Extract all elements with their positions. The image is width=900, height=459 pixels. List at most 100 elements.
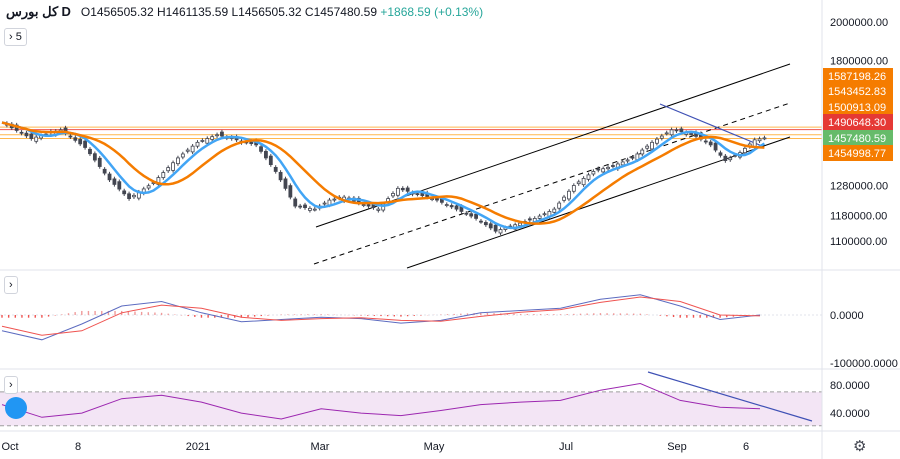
- macd-toggle-button[interactable]: ›: [4, 276, 18, 294]
- candle: [293, 198, 298, 207]
- candle: [166, 167, 171, 172]
- candle: [97, 157, 102, 167]
- candle: [24, 132, 29, 137]
- candle: [679, 128, 684, 133]
- price-tag-label: 1454998.77: [828, 148, 886, 160]
- candle: [122, 190, 127, 195]
- candle: [220, 131, 224, 137]
- candle: [200, 140, 205, 142]
- price-tag-label: 1587198.26: [828, 71, 886, 83]
- candle: [322, 202, 327, 205]
- candle: [73, 137, 78, 141]
- price-tag: [823, 99, 893, 115]
- candle: [728, 157, 733, 161]
- symbol-name[interactable]: کل بورس: [6, 4, 59, 19]
- candle: [518, 222, 522, 227]
- channel-line: [313, 102, 791, 265]
- indicators-toggle-button[interactable]: › 5: [4, 28, 27, 46]
- macd-pane: [0, 294, 822, 341]
- candle: [185, 149, 190, 152]
- candle: [581, 177, 586, 186]
- candle: [332, 198, 337, 201]
- candle: [420, 192, 425, 197]
- candle: [659, 135, 664, 139]
- time-axis-label: Oct: [1, 441, 18, 453]
- candle: [127, 193, 131, 199]
- candle: [630, 156, 635, 159]
- candle: [625, 159, 630, 162]
- signal-line: [1, 296, 761, 336]
- candle: [205, 138, 210, 144]
- time-axis-label: 8: [75, 441, 81, 453]
- rsi-toggle-button[interactable]: ›: [4, 376, 18, 394]
- candle: [190, 145, 195, 153]
- price-tag: [823, 83, 893, 99]
- low-value: L1456505.32: [231, 5, 302, 19]
- candle: [391, 193, 395, 197]
- price-tag-label: 1543452.83: [828, 86, 886, 98]
- candle: [415, 193, 420, 196]
- time-axis-label: Jul: [559, 441, 573, 453]
- candle: [454, 205, 459, 210]
- candle: [498, 229, 503, 234]
- price-tag: [823, 114, 893, 130]
- candle: [435, 198, 439, 201]
- candle: [469, 213, 474, 217]
- symbol-header: کل بورس D O1456505.32 H1461135.59 L14565…: [6, 4, 483, 20]
- macd-axis-label: 0.0000: [830, 310, 864, 322]
- candle: [298, 205, 303, 208]
- candle: [361, 204, 366, 206]
- candle: [601, 168, 606, 173]
- candle: [537, 215, 542, 219]
- candle: [542, 213, 547, 216]
- open-value: O1456505.32: [80, 5, 154, 19]
- candle: [527, 218, 532, 221]
- candle: [376, 208, 381, 211]
- candle: [107, 173, 112, 181]
- rsi-axis-label: 40.0000: [830, 408, 870, 420]
- fast-ma-line: [1, 121, 766, 230]
- candle: [366, 204, 371, 207]
- candle: [640, 149, 645, 155]
- candle: [132, 194, 136, 198]
- price-axis-tick: 2000000.00: [830, 17, 888, 29]
- candle: [762, 137, 767, 140]
- candle: [591, 171, 596, 175]
- price-tag: [823, 145, 893, 161]
- rsi-trend-line: [647, 371, 813, 422]
- candle: [488, 223, 493, 229]
- change-value: +1868.59 (+0.13%): [380, 5, 484, 19]
- close-value: C1457480.59: [304, 5, 377, 19]
- candle: [669, 129, 674, 136]
- price-tag: [823, 68, 893, 84]
- chevron-right-icon: ›: [9, 379, 13, 391]
- candle: [689, 133, 694, 135]
- channel-line: [315, 63, 791, 228]
- rsi-band: [0, 391, 822, 426]
- time-axis-label: Mar: [311, 441, 330, 453]
- candle: [743, 147, 747, 154]
- candle: [259, 146, 263, 152]
- candle: [112, 178, 117, 185]
- time-axis-label: 2021: [186, 441, 210, 453]
- time-axis-label: 6: [743, 441, 749, 453]
- candle: [308, 207, 312, 211]
- price-tag-label: 1490648.30: [828, 117, 886, 129]
- candle: [102, 168, 107, 174]
- candle: [464, 212, 469, 215]
- candle: [146, 185, 151, 189]
- candle: [650, 141, 654, 150]
- candle: [215, 134, 219, 137]
- candle: [444, 204, 449, 206]
- candle: [723, 155, 728, 161]
- candle: [576, 181, 581, 185]
- indicator-count: 5: [15, 31, 22, 43]
- price-axis-tick: 1180000.00: [830, 210, 887, 222]
- candle: [117, 181, 122, 190]
- gear-icon[interactable]: ⚙: [853, 438, 867, 455]
- candle: [713, 142, 718, 151]
- candle: [180, 153, 185, 158]
- interval-label[interactable]: D: [61, 4, 71, 19]
